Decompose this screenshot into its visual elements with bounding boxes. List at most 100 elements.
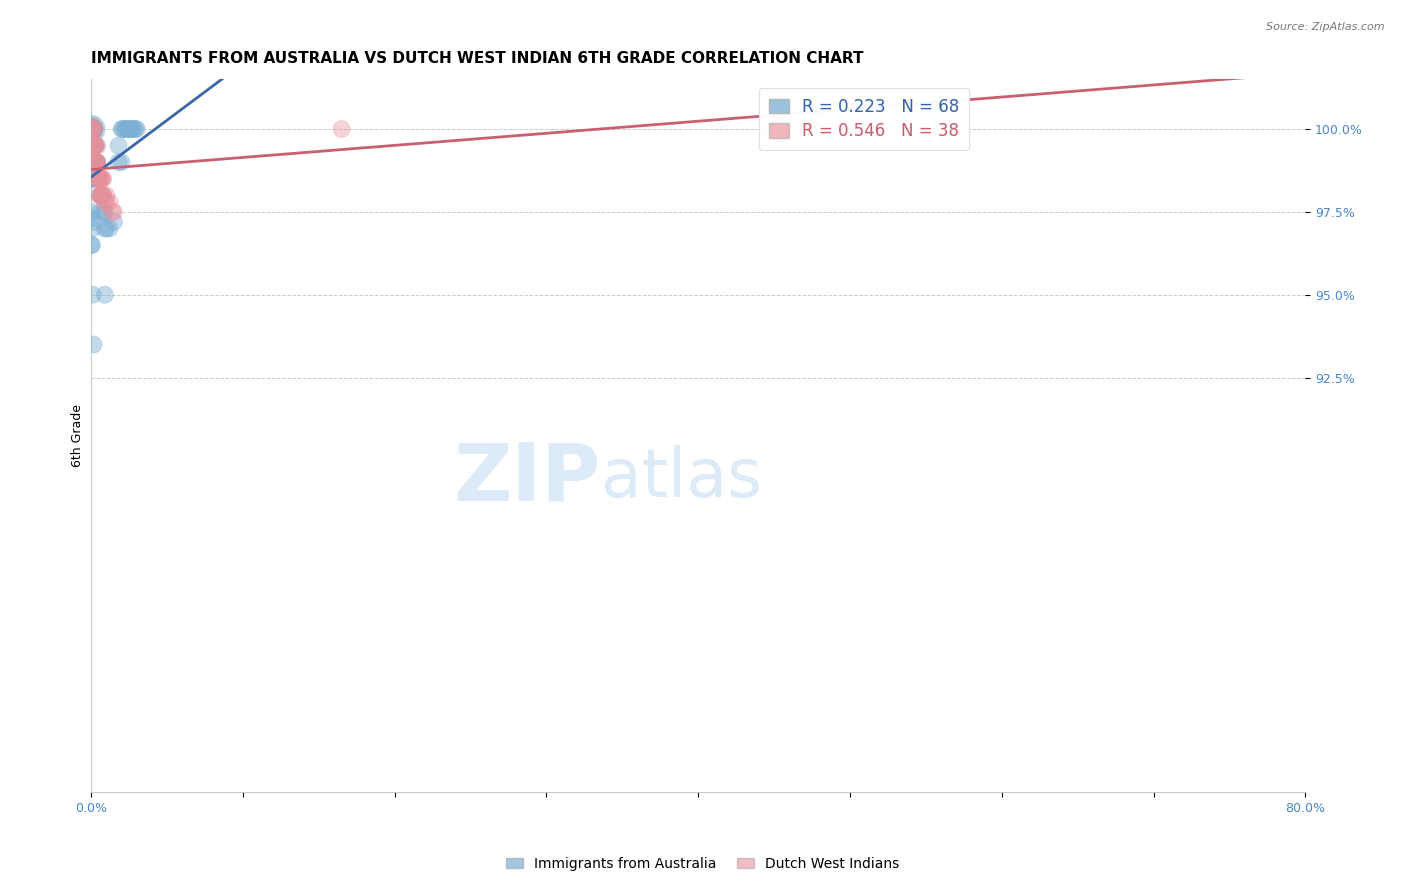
Point — [89, 171, 111, 186]
Point — [87, 188, 110, 202]
Point — [90, 188, 112, 202]
Point — [84, 155, 107, 169]
Point — [84, 155, 107, 169]
Text: atlas: atlas — [602, 445, 762, 511]
Text: Source: ZipAtlas.com: Source: ZipAtlas.com — [1267, 22, 1385, 32]
Point — [82, 337, 104, 351]
Point — [82, 138, 104, 153]
Legend: Immigrants from Australia, Dutch West Indians: Immigrants from Australia, Dutch West In… — [501, 851, 905, 876]
Point — [94, 205, 117, 219]
Point — [94, 194, 117, 209]
Point — [83, 138, 105, 153]
Point — [82, 122, 104, 136]
Text: ZIP: ZIP — [454, 440, 602, 517]
Point — [86, 138, 108, 153]
Point — [114, 122, 136, 136]
Y-axis label: 6th Grade: 6th Grade — [72, 404, 84, 467]
Point — [89, 171, 111, 186]
Point — [107, 155, 129, 169]
Point — [96, 221, 118, 235]
Point — [80, 122, 103, 136]
Point — [80, 122, 103, 136]
Point — [124, 122, 146, 136]
Point — [82, 287, 104, 301]
Point — [84, 138, 107, 153]
Point — [91, 205, 114, 219]
Point — [125, 122, 148, 136]
Point — [87, 171, 110, 186]
Legend: R = 0.223   N = 68, R = 0.546   N = 38: R = 0.223 N = 68, R = 0.546 N = 38 — [759, 87, 969, 151]
Point — [82, 122, 104, 136]
Point — [82, 122, 104, 136]
Point — [89, 205, 111, 219]
Point — [80, 238, 103, 252]
Point — [330, 122, 353, 136]
Point — [80, 122, 103, 136]
Point — [80, 205, 103, 219]
Point — [80, 171, 103, 186]
Point — [90, 188, 112, 202]
Point — [82, 122, 104, 136]
Point — [83, 138, 105, 153]
Point — [82, 122, 104, 136]
Point — [86, 155, 108, 169]
Point — [121, 122, 143, 136]
Text: IMMIGRANTS FROM AUSTRALIA VS DUTCH WEST INDIAN 6TH GRADE CORRELATION CHART: IMMIGRANTS FROM AUSTRALIA VS DUTCH WEST … — [91, 51, 863, 66]
Point — [115, 122, 138, 136]
Point — [87, 171, 110, 186]
Point — [83, 138, 105, 153]
Point — [86, 171, 108, 186]
Point — [90, 188, 112, 202]
Point — [118, 122, 141, 136]
Point — [87, 171, 110, 186]
Point — [98, 194, 121, 209]
Point — [80, 122, 103, 136]
Point — [84, 155, 107, 169]
Point — [94, 287, 117, 301]
Point — [82, 171, 104, 186]
Point — [80, 122, 103, 136]
Point — [82, 122, 104, 136]
Point — [112, 122, 135, 136]
Point — [120, 122, 142, 136]
Point — [91, 188, 114, 202]
Point — [87, 171, 110, 186]
Point — [82, 138, 104, 153]
Point — [84, 155, 107, 169]
Point — [82, 122, 104, 136]
Point — [84, 155, 107, 169]
Point — [94, 221, 117, 235]
Point — [107, 138, 129, 153]
Point — [89, 171, 111, 186]
Point — [83, 138, 105, 153]
Point — [83, 138, 105, 153]
Point — [82, 122, 104, 136]
Point — [86, 155, 108, 169]
Point — [89, 188, 111, 202]
Point — [89, 188, 111, 202]
Point — [82, 122, 104, 136]
Point — [96, 194, 118, 209]
Point — [80, 122, 103, 136]
Point — [91, 188, 114, 202]
Point — [80, 122, 103, 136]
Point — [117, 122, 139, 136]
Point — [122, 122, 145, 136]
Point — [98, 221, 121, 235]
Point — [87, 171, 110, 186]
Point — [101, 205, 124, 219]
Point — [103, 215, 125, 229]
Point — [80, 122, 103, 136]
Point — [110, 122, 132, 136]
Point — [83, 215, 105, 229]
Point — [84, 138, 107, 153]
Point — [90, 171, 112, 186]
Point — [86, 155, 108, 169]
Point — [80, 211, 103, 226]
Point — [80, 171, 103, 186]
Point — [82, 221, 104, 235]
Point — [90, 171, 112, 186]
Point — [80, 122, 103, 136]
Point — [110, 155, 132, 169]
Point — [103, 205, 125, 219]
